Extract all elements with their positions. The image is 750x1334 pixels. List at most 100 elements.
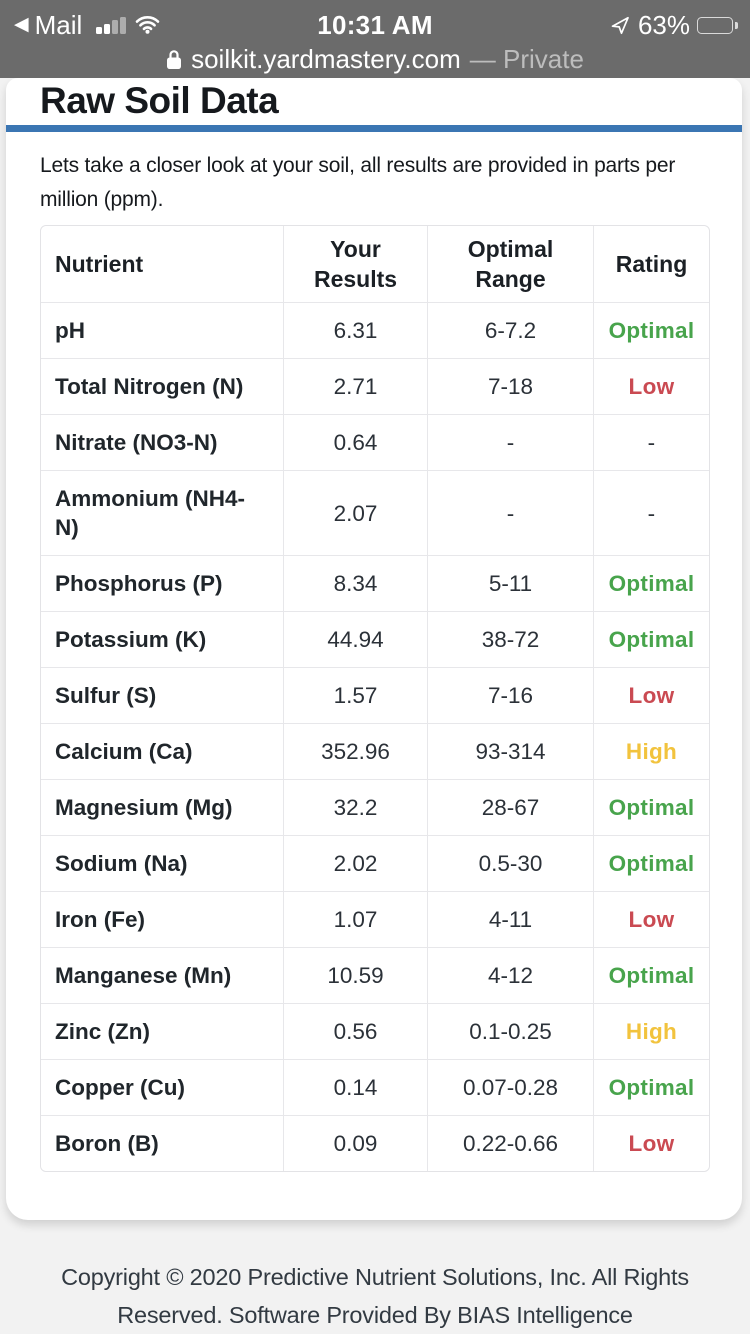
table-row: Manganese (Mn) 10.59 4-12 Optimal: [41, 948, 709, 1004]
table-row: Magnesium (Mg) 32.2 28-67 Optimal: [41, 780, 709, 836]
table-row: Zinc (Zn) 0.56 0.1-0.25 High: [41, 1004, 709, 1060]
signal-bar: [96, 27, 102, 34]
status-bar: ◀ Mail 10:31 AM 63%: [0, 0, 750, 78]
table-header-row: Nutrient Your Results Optimal Range Rating: [41, 226, 709, 303]
wifi-icon: [135, 16, 160, 34]
intro-text: Lets take a closer look at your soil, al…: [40, 154, 676, 211]
column-header: Your Results: [284, 226, 428, 303]
result-cell: 44.94: [284, 612, 428, 668]
column-header: Nutrient: [41, 226, 284, 303]
range-cell: 28-67: [428, 780, 594, 836]
battery-percent-label: 63%: [637, 9, 690, 40]
rating-cell: Optimal: [594, 1060, 709, 1116]
table-row: Sulfur (S) 1.57 7-16 Low: [41, 668, 709, 724]
range-cell: -: [428, 471, 594, 556]
result-cell: 0.14: [284, 1060, 428, 1116]
table-row: pH 6.31 6-7.2 Optimal: [41, 303, 709, 359]
result-cell: 1.57: [284, 668, 428, 724]
column-header: Rating: [594, 226, 709, 303]
result-cell: 6.31: [284, 303, 428, 359]
nutrient-cell: Phosphorus (P): [41, 556, 284, 612]
table-row: Iron (Fe) 1.07 4-11 Low: [41, 892, 709, 948]
url-bar[interactable]: soilkit.yardmastery.com — Private: [0, 42, 750, 76]
battery-nub: [735, 21, 738, 29]
table-row: Total Nitrogen (N) 2.71 7-18 Low: [41, 359, 709, 415]
rating-cell: Optimal: [594, 948, 709, 1004]
nutrient-cell: Sulfur (S): [41, 668, 284, 724]
signal-bar: [104, 23, 110, 34]
rating-cell: High: [594, 724, 709, 780]
nutrient-cell: Copper (Cu): [41, 1060, 284, 1116]
result-cell: 0.56: [284, 1004, 428, 1060]
nutrient-cell: Calcium (Ca): [41, 724, 284, 780]
rating-cell: Low: [594, 1116, 709, 1171]
range-cell: -: [428, 415, 594, 471]
result-cell: 8.34: [284, 556, 428, 612]
range-cell: 4-12: [428, 948, 594, 1004]
result-cell: 0.09: [284, 1116, 428, 1171]
nutrient-cell: Sodium (Na): [41, 836, 284, 892]
content-card: Raw Soil Data Lets take a closer look at…: [6, 78, 742, 1220]
nutrient-cell: pH: [41, 303, 284, 359]
copyright-footer: Copyright © 2020 Predictive Nutrient Sol…: [61, 1264, 689, 1328]
result-cell: 352.96: [284, 724, 428, 780]
range-cell: 0.5-30: [428, 836, 594, 892]
soil-data-table: Nutrient Your Results Optimal Range Rating …: [40, 225, 710, 1172]
nutrient-cell: Zinc (Zn): [41, 1004, 284, 1060]
table-row: Calcium (Ca) 352.96 93-314 High: [41, 724, 709, 780]
back-chevron-icon: ◀: [14, 13, 29, 35]
result-cell: 0.64: [284, 415, 428, 471]
range-cell: 4-11: [428, 892, 594, 948]
location-arrow-icon: [610, 15, 631, 36]
range-cell: 5-11: [428, 556, 594, 612]
range-cell: 7-16: [428, 668, 594, 724]
range-cell: 6-7.2: [428, 303, 594, 359]
cell-signal-icon: [96, 16, 126, 34]
range-cell: 0.07-0.28: [428, 1060, 594, 1116]
rating-cell: Optimal: [594, 780, 709, 836]
rating-cell: -: [594, 415, 709, 471]
rating-cell: Optimal: [594, 303, 709, 359]
battery-icon: [697, 16, 733, 34]
result-cell: 2.71: [284, 359, 428, 415]
page-title: Raw Soil Data: [40, 80, 279, 121]
back-app-label: Mail: [34, 9, 83, 40]
result-cell: 2.07: [284, 471, 428, 556]
nutrient-cell: Potassium (K): [41, 612, 284, 668]
url-privacy-label: — Private: [469, 43, 584, 74]
range-cell: 93-314: [428, 724, 594, 780]
rating-cell: Low: [594, 892, 709, 948]
status-right-cluster: 63%: [610, 10, 738, 41]
signal-bar: [120, 16, 126, 34]
table-row: Ammonium (NH4-N) 2.07- -: [41, 471, 709, 556]
title-accent-rule: [6, 125, 742, 132]
back-to-mail-button[interactable]: ◀ Mail: [14, 10, 82, 41]
rating-cell: Optimal: [594, 836, 709, 892]
range-cell: 0.1-0.25: [428, 1004, 594, 1060]
table-row: Boron (B) 0.09 0.22-0.66 Low: [41, 1116, 709, 1171]
range-cell: 7-18: [428, 359, 594, 415]
range-cell: 38-72: [428, 612, 594, 668]
nutrient-cell: Ammonium (NH4-N): [41, 471, 284, 556]
signal-bar: [112, 20, 118, 34]
result-cell: 2.02: [284, 836, 428, 892]
nutrient-cell: Magnesium (Mg): [41, 780, 284, 836]
url-domain: soilkit.yardmastery.com: [191, 43, 461, 74]
result-cell: 1.07: [284, 892, 428, 948]
result-cell: 10.59: [284, 948, 428, 1004]
rating-cell: High: [594, 1004, 709, 1060]
rating-cell: Optimal: [594, 556, 709, 612]
table-row: Phosphorus (P) 8.34 5-11 Optimal: [41, 556, 709, 612]
range-cell: 0.22-0.66: [428, 1116, 594, 1171]
rating-cell: -: [594, 471, 709, 556]
rating-cell: Optimal: [594, 612, 709, 668]
table-row: Sodium (Na) 2.02 0.5-30 Optimal: [41, 836, 709, 892]
table-row: Copper (Cu) 0.14 0.07-0.28 Optimal: [41, 1060, 709, 1116]
result-cell: 32.2: [284, 780, 428, 836]
nutrient-cell: Manganese (Mn): [41, 948, 284, 1004]
table-row: Nitrate (NO3-N) 0.64- -: [41, 415, 709, 471]
nutrient-cell: Nitrate (NO3-N): [41, 415, 284, 471]
lock-icon: [166, 48, 182, 70]
column-header: Optimal Range: [428, 226, 594, 303]
